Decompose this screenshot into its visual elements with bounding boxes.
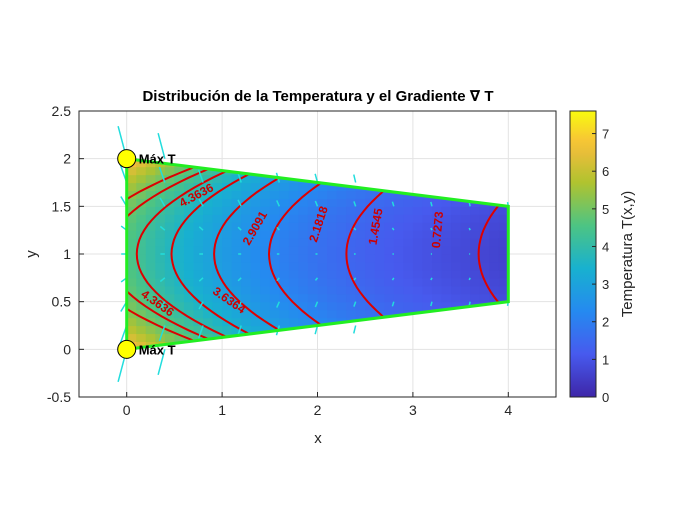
y-tick-label: 0.5 (52, 294, 72, 310)
x-tick-label: 2 (314, 402, 322, 418)
colorbar: 0 1 2 3 4 5 6 7 (569, 110, 609, 405)
gradient-arrow (391, 227, 395, 231)
gradient-arrow (468, 227, 471, 231)
contour-line (170, 158, 283, 350)
x-tick-label: 0 (123, 402, 131, 418)
gradient-arrow (159, 277, 166, 283)
gradient-arrow (237, 277, 242, 282)
gradient-arrow (430, 301, 433, 307)
gradient-arrow (159, 301, 166, 311)
x-tick-label: 3 (409, 402, 417, 418)
gradient-arrow (353, 277, 357, 281)
contour-line (126, 158, 235, 350)
gradient-arrow (198, 198, 204, 207)
gradient-arrow (158, 166, 166, 183)
y-tick-label: 2 (63, 151, 71, 167)
chart-title: Distribución de la Temperatura y el Grad… (142, 88, 493, 105)
x-tick-label: 1 (218, 402, 226, 418)
max-t-label: Máx T (139, 342, 176, 357)
gradient-arrow (430, 227, 433, 231)
gradient-arrow (157, 349, 166, 376)
gradient-arrow (197, 325, 204, 339)
gradient-arrow (468, 277, 471, 281)
gradient-arrow (157, 132, 166, 159)
gradient-arrow (159, 197, 166, 207)
gradient-arrow (353, 227, 357, 231)
contour-line (135, 158, 256, 350)
contour-label: 1.4545 (365, 207, 385, 246)
colorbar-tick-label: 7 (602, 127, 609, 142)
colorbar-tick-label: 4 (602, 239, 609, 254)
colorbar-tick-label: 5 (602, 202, 609, 217)
contour-label: 0.7273 (429, 211, 446, 249)
colorbar-label: Temperatura T(x,y) (619, 191, 636, 317)
colorbar-gradient (569, 110, 597, 398)
gradient-arrow (237, 199, 242, 207)
domain-boundary (125, 156, 510, 351)
colorbar-tick-label: 0 (602, 390, 609, 405)
gradient-arrow (276, 277, 280, 282)
gradient-arrow (276, 226, 280, 231)
y-tick-label: -0.5 (47, 389, 71, 405)
colorbar-tick-label: 1 (602, 352, 609, 367)
gradient-arrow (353, 301, 357, 307)
gradient-arrow (158, 325, 166, 342)
x-tick-label: 4 (504, 402, 512, 418)
gradient-arrow (198, 277, 204, 282)
gradient-arrow (237, 226, 242, 231)
gradient-arrow (198, 226, 204, 231)
colorbar-tick-label: 3 (602, 277, 609, 292)
gradient-arrow (430, 277, 433, 281)
gradient-arrow (391, 201, 395, 207)
colorbar-tick-label: 6 (602, 164, 609, 179)
gradient-arrow (314, 277, 319, 281)
contour-line (126, 158, 218, 350)
gradient-arrow (314, 200, 319, 207)
gradient-arrow (314, 301, 319, 308)
gradient-arrow (197, 169, 204, 183)
contour-line (267, 158, 364, 350)
gradient-arrow (353, 174, 357, 183)
gradient-arrow (430, 201, 433, 207)
gradient-arrow (314, 227, 319, 231)
y-tick-label: 2.5 (52, 103, 72, 119)
max-t-marker (117, 149, 137, 169)
gradient-arrow (159, 225, 166, 231)
contour-lines (126, 158, 509, 350)
contour-line (477, 158, 509, 350)
y-tick-label: 1 (63, 246, 71, 262)
y-tick-label: 0 (63, 341, 71, 357)
x-axis-label: x (314, 430, 322, 447)
gradient-arrow (276, 301, 281, 308)
contour-line (213, 158, 317, 350)
gradient-arrow (353, 325, 357, 334)
colorbar-tick-label: 2 (602, 315, 609, 330)
gradient-arrow (353, 201, 357, 207)
max-t-label: Máx T (139, 152, 176, 167)
gradient-arrow (391, 277, 395, 281)
y-tick-label: 1.5 (52, 198, 72, 214)
gradient-arrow (237, 301, 242, 309)
max-t-marker (117, 339, 137, 359)
y-axis-label: y (23, 250, 40, 258)
gradient-arrow (391, 301, 395, 307)
gradient-arrow (276, 200, 281, 207)
gradient-arrow (198, 301, 204, 310)
